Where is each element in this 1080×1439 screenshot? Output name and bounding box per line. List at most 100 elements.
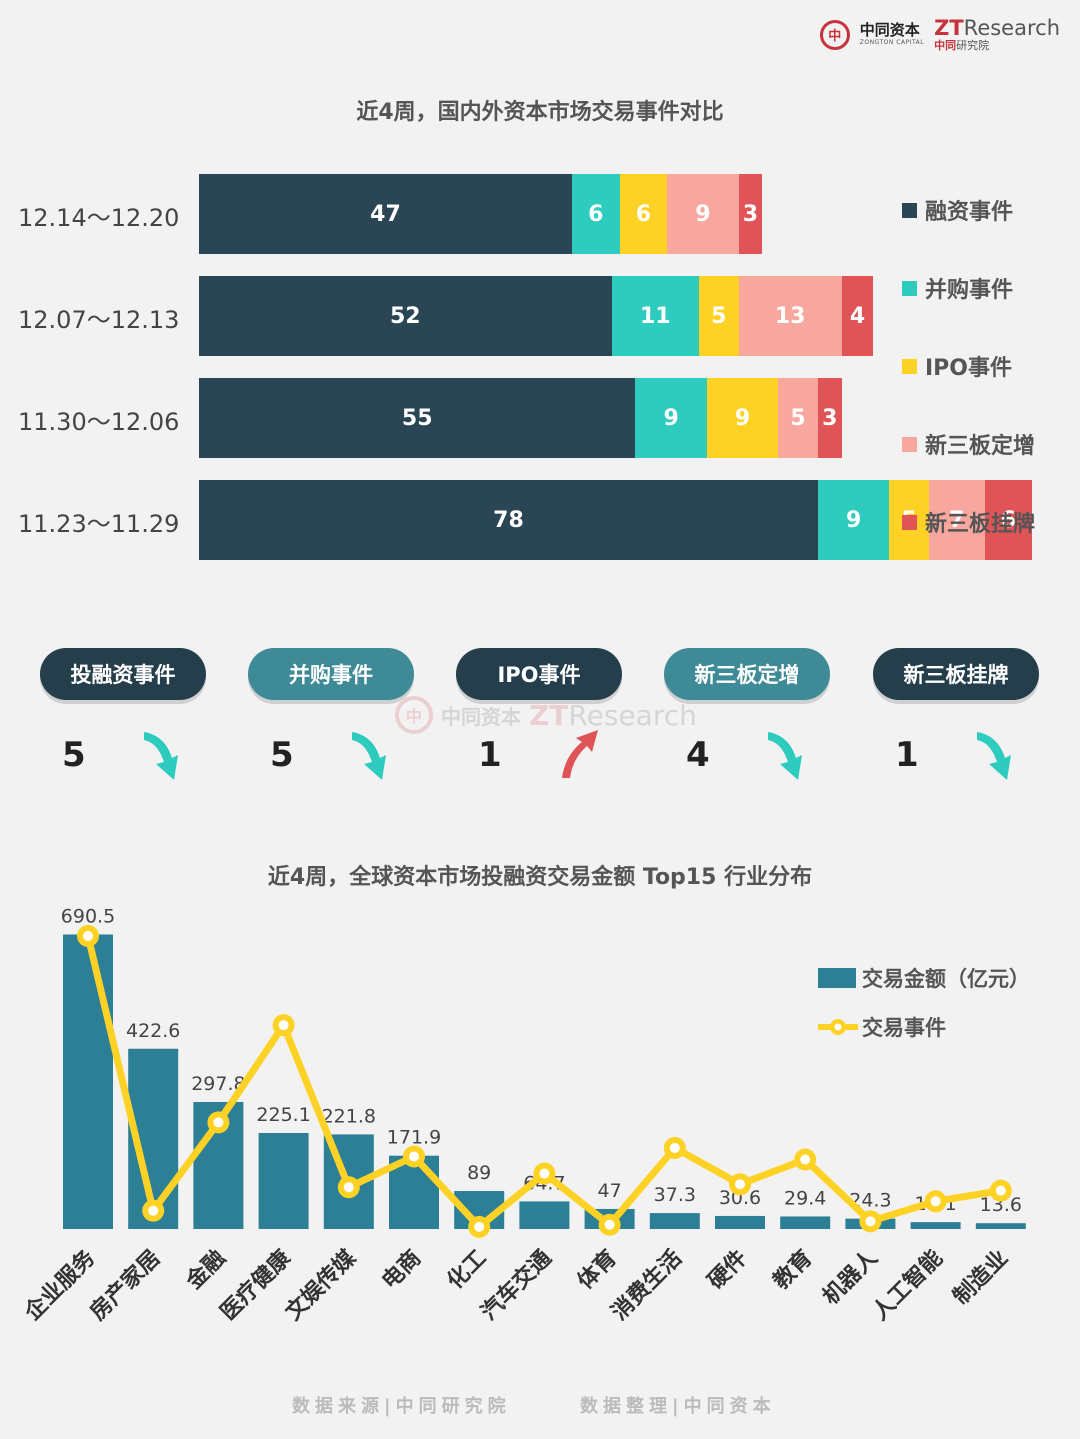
- bar-value-label: 29.4: [784, 1187, 826, 1209]
- bar-value-label: 422.6: [126, 1020, 180, 1042]
- bar-value-label: 37.3: [654, 1184, 696, 1206]
- watermark-zt: ZTResearch: [529, 699, 697, 732]
- bar-segment: 4: [841, 276, 874, 356]
- bar: [975, 1223, 1026, 1229]
- event-point-center: [669, 1142, 680, 1153]
- legend-label: 并购事件: [925, 278, 1014, 303]
- bar-segment-label: 9: [695, 201, 711, 227]
- bar: [258, 1132, 309, 1229]
- brand-logo: 中 中同资本 ZONGTON CAPITAL ZTResearch 中同研究院: [819, 16, 1060, 52]
- row-label: 12.14～12.20: [18, 204, 180, 232]
- legend-label: 新三板定增: [925, 434, 1036, 459]
- bar: [63, 934, 113, 1229]
- event-point-center: [213, 1117, 224, 1128]
- bar-segment: 78: [199, 480, 818, 560]
- bar-value-label: 30.6: [719, 1187, 761, 1209]
- stacked-bar: 52 11 5 13 4: [199, 276, 874, 356]
- category-label: 消费生活: [607, 1246, 687, 1326]
- logo-sub-red: 中同: [934, 39, 957, 52]
- change-card-pill: 投融资事件: [40, 648, 206, 700]
- category-label: 体育: [572, 1245, 622, 1295]
- category-label: 汽车交通: [476, 1245, 557, 1326]
- change-card-pill: 并购事件: [248, 648, 414, 700]
- row-label: 11.30～12.06: [18, 408, 180, 436]
- category-label: 医疗健康: [215, 1244, 296, 1325]
- bar-segment-label: 11: [639, 303, 671, 329]
- category-label: 制造业: [949, 1246, 1013, 1310]
- stacked-bar: 789576: [199, 480, 1033, 560]
- bar-segment: 52: [199, 276, 612, 356]
- bar-segment: 9: [817, 480, 890, 560]
- change-card-pill: IPO事件: [456, 648, 622, 700]
- bar: [649, 1213, 700, 1229]
- bar-segment-label: 78: [493, 507, 524, 533]
- event-point-center: [995, 1185, 1006, 1196]
- legend-swatch: [902, 280, 917, 296]
- footer-compiled: 数据整理|中同资本: [580, 1396, 776, 1417]
- category-label: 机器人: [818, 1246, 882, 1310]
- bar-segment: 9: [667, 174, 739, 254]
- row-label: 12.07～12.13: [18, 306, 180, 334]
- bar-segment-label: 9: [734, 405, 751, 431]
- category-label: 文娱传媒: [280, 1244, 361, 1325]
- bar-segment: 47: [199, 174, 572, 254]
- event-point-center: [865, 1216, 876, 1227]
- bar-value-label: 24.3: [849, 1190, 891, 1212]
- bar-value-label: 297.8: [191, 1073, 245, 1095]
- trend-down-icon: [768, 732, 802, 780]
- legend-label: IPO事件: [925, 356, 1013, 381]
- logo-zt-rest: Research: [963, 16, 1060, 40]
- event-point-center: [735, 1179, 745, 1190]
- watermark-seal-icon: 中: [395, 696, 433, 734]
- event-point-center: [409, 1151, 419, 1162]
- event-point-center: [800, 1154, 811, 1165]
- legend-swatch: [818, 968, 856, 988]
- stacked-bar: 55 9 9 5 3: [199, 378, 842, 458]
- trend-down-icon: [144, 732, 178, 780]
- category-label: 金融: [180, 1245, 230, 1295]
- bar-value-label: 225.1: [256, 1104, 310, 1126]
- watermark-zt-prefix: ZT: [529, 698, 569, 732]
- logo-seal-icon: 中: [819, 19, 850, 50]
- bar-segment-label: 47: [370, 201, 401, 227]
- category-label: 企业服务: [19, 1244, 101, 1326]
- combo-bar-line-chart: 690.5 企业服务 422.6 房产家居 297.8 金融 225.1 医疗健康 221.8 文…: [19, 906, 1030, 1327]
- bar-segment-label: 6: [588, 201, 604, 227]
- chart2-title: 近4周，全球资本市场投融资交易金额 Top15 行业分布: [267, 865, 813, 890]
- legend-item: IPO事件: [902, 350, 1012, 382]
- bar-segment-label: 6: [1000, 507, 1016, 533]
- event-point-center: [474, 1221, 485, 1232]
- bar-segment: 7: [929, 480, 985, 560]
- change-card-pill: 新三板挂牌: [873, 648, 1039, 700]
- bar: [910, 1222, 961, 1229]
- bar-segment: 6: [571, 174, 620, 254]
- logo-sub-text: 中同研究院: [934, 40, 1060, 51]
- event-point-center: [930, 1196, 941, 1207]
- logo-zt-block: ZTResearch 中同研究院: [934, 16, 1060, 52]
- bar-segment: 11: [611, 276, 699, 356]
- stacked-bar: 47 6 6 9 3: [199, 174, 763, 254]
- bar-segment-label: 4: [849, 303, 866, 329]
- bar: [780, 1216, 831, 1229]
- category-label: 化工: [442, 1245, 492, 1295]
- category-label: 房产家居: [85, 1245, 166, 1326]
- watermark: 中 中同资本 ZTResearch: [395, 696, 697, 734]
- bar-value-label: 690.5: [61, 906, 115, 928]
- legend-label: 新三板挂牌: [925, 512, 1036, 537]
- bar-segment-label: 3: [822, 405, 838, 431]
- bar-segment-label: 5: [711, 303, 727, 329]
- legend-swatch: [902, 358, 917, 374]
- legend-swatch: [902, 202, 917, 218]
- bar: [715, 1215, 765, 1229]
- category-label: 电商: [377, 1245, 427, 1295]
- bar-segment: 6: [984, 480, 1033, 560]
- event-point-center: [539, 1168, 550, 1179]
- bar-segment-label: 55: [401, 405, 433, 431]
- bar-segment: 6: [619, 174, 668, 254]
- bar-segment: 55: [199, 378, 636, 458]
- bar-segment-label: 9: [845, 507, 862, 533]
- trend-up-icon: [562, 730, 598, 778]
- trend-down-icon: [977, 732, 1011, 780]
- legend-label: 交易金额（亿元）: [862, 967, 1030, 991]
- category-label: 教育: [768, 1245, 818, 1295]
